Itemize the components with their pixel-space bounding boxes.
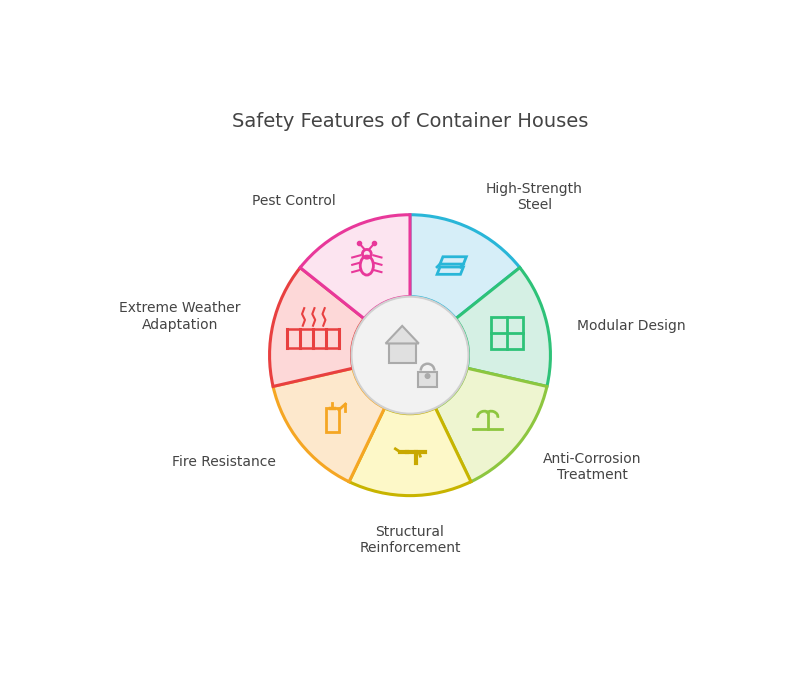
Wedge shape bbox=[435, 368, 547, 482]
Wedge shape bbox=[270, 267, 364, 386]
Text: Modular Design: Modular Design bbox=[577, 319, 686, 332]
Polygon shape bbox=[386, 326, 418, 343]
Text: Safety Features of Container Houses: Safety Features of Container Houses bbox=[232, 111, 588, 131]
Circle shape bbox=[425, 373, 430, 379]
Bar bbox=[491, 317, 523, 349]
Text: Anti-Corrosion
Treatment: Anti-Corrosion Treatment bbox=[543, 451, 642, 482]
Bar bbox=[418, 372, 437, 387]
Wedge shape bbox=[349, 408, 471, 496]
Bar bbox=[326, 408, 339, 432]
Text: Extreme Weather
Adaptation: Extreme Weather Adaptation bbox=[119, 302, 241, 332]
Circle shape bbox=[351, 297, 469, 414]
Text: Pest Control: Pest Control bbox=[252, 194, 335, 207]
Text: Structural
Reinforcement: Structural Reinforcement bbox=[359, 525, 461, 555]
Wedge shape bbox=[456, 267, 550, 386]
Bar bbox=[389, 343, 416, 363]
Text: Fire Resistance: Fire Resistance bbox=[172, 456, 276, 469]
Wedge shape bbox=[410, 215, 520, 319]
Wedge shape bbox=[273, 368, 385, 482]
Wedge shape bbox=[300, 215, 410, 319]
Text: High-Strength
Steel: High-Strength Steel bbox=[486, 182, 583, 212]
